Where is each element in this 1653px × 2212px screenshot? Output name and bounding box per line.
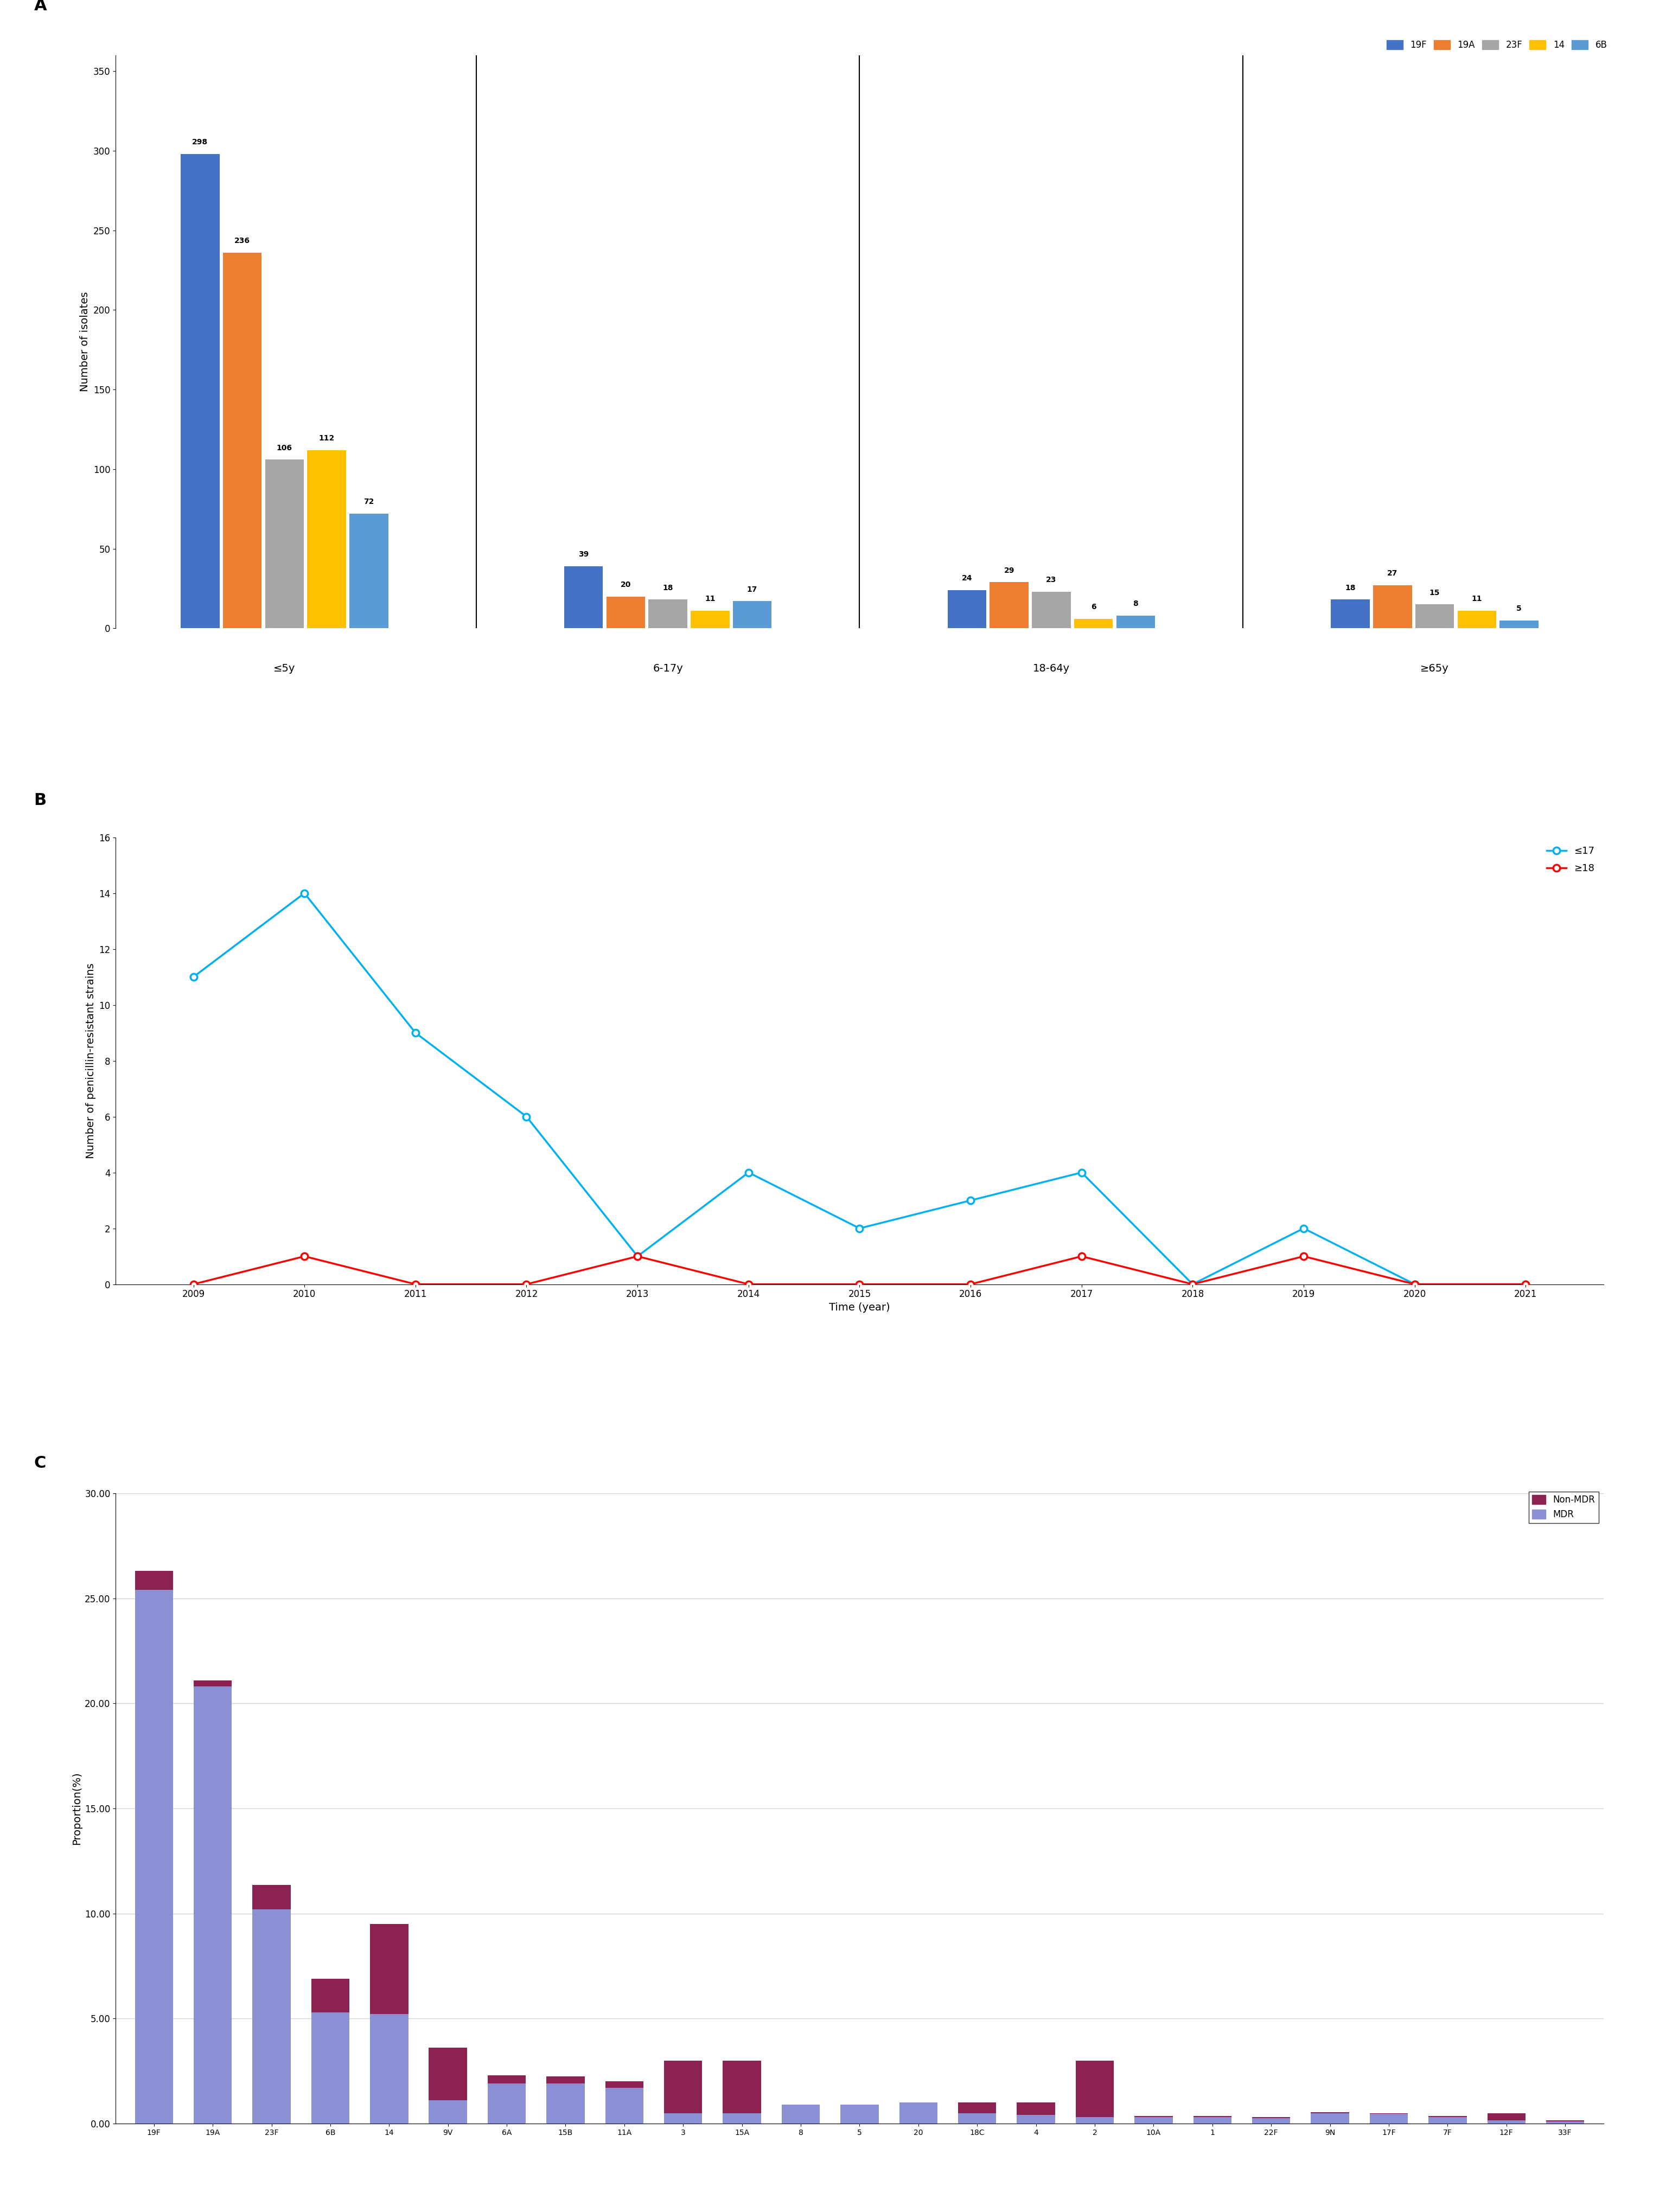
Y-axis label: Number of isolates: Number of isolates xyxy=(79,292,91,392)
Bar xyxy=(959,2112,997,2124)
Y-axis label: Proportion(%): Proportion(%) xyxy=(71,1772,81,1845)
Text: B: B xyxy=(33,792,46,807)
Bar xyxy=(648,599,688,628)
Bar xyxy=(428,2048,468,2101)
Bar xyxy=(428,2101,468,2124)
Bar xyxy=(1415,604,1455,628)
Bar xyxy=(136,1590,174,2124)
Bar xyxy=(311,1978,349,2013)
Bar xyxy=(691,611,729,628)
Bar xyxy=(253,1885,291,1909)
Text: 39: 39 xyxy=(579,551,588,557)
Text: 11: 11 xyxy=(1471,595,1483,604)
Text: 27: 27 xyxy=(1387,571,1398,577)
Bar xyxy=(349,513,388,628)
Bar xyxy=(1370,2115,1408,2124)
Bar xyxy=(193,1686,231,2124)
Bar xyxy=(547,2084,585,2124)
Bar xyxy=(1458,611,1496,628)
Bar xyxy=(605,2081,643,2088)
Text: 298: 298 xyxy=(192,139,208,146)
Bar xyxy=(840,2104,879,2124)
Bar xyxy=(1499,619,1539,628)
Bar xyxy=(370,2015,408,2124)
Text: 6: 6 xyxy=(1091,604,1096,611)
Bar xyxy=(1076,2062,1114,2117)
Bar xyxy=(1374,586,1412,628)
Text: 112: 112 xyxy=(319,434,334,442)
Text: 15: 15 xyxy=(1430,588,1440,597)
Bar xyxy=(1488,2121,1526,2124)
Bar xyxy=(1251,2119,1291,2124)
Bar xyxy=(959,2104,997,2112)
Bar xyxy=(722,2112,760,2124)
Bar xyxy=(665,2112,703,2124)
Bar xyxy=(1074,619,1112,628)
Bar xyxy=(1331,599,1370,628)
Text: 23: 23 xyxy=(1046,575,1056,584)
Text: 8: 8 xyxy=(1132,599,1139,608)
Text: 72: 72 xyxy=(364,498,374,507)
Text: 18: 18 xyxy=(663,584,673,591)
Text: 236: 236 xyxy=(235,237,250,246)
Bar xyxy=(1031,591,1071,628)
Text: 24: 24 xyxy=(962,575,972,582)
Text: 106: 106 xyxy=(276,445,293,451)
Bar xyxy=(1076,2117,1114,2124)
Legend: ≤17, ≥18: ≤17, ≥18 xyxy=(1542,843,1598,878)
Bar xyxy=(782,2104,820,2124)
Bar xyxy=(1428,2117,1466,2124)
Bar xyxy=(307,449,345,628)
Text: 17: 17 xyxy=(747,586,757,593)
Bar xyxy=(990,582,1028,628)
Text: 29: 29 xyxy=(1003,566,1015,575)
Bar xyxy=(1193,2117,1231,2124)
Bar xyxy=(722,2062,760,2112)
Bar xyxy=(488,2075,526,2084)
Text: ≤5y: ≤5y xyxy=(273,664,296,675)
Bar xyxy=(1116,615,1155,628)
Bar xyxy=(253,1909,291,2124)
Bar xyxy=(899,2104,937,2124)
Bar xyxy=(547,2077,585,2084)
Legend: 19F, 19A, 23F, 14, 6B: 19F, 19A, 23F, 14, 6B xyxy=(1387,40,1607,49)
Bar xyxy=(1134,2117,1172,2124)
Bar xyxy=(605,2088,643,2124)
Text: 5: 5 xyxy=(1516,604,1522,613)
Bar xyxy=(607,597,645,628)
Bar xyxy=(732,602,772,628)
Text: C: C xyxy=(33,1455,46,1471)
Bar xyxy=(193,1681,231,1686)
Text: 18-64y: 18-64y xyxy=(1033,664,1069,675)
Bar xyxy=(947,591,987,628)
Bar xyxy=(311,2013,349,2124)
Text: 11: 11 xyxy=(704,595,716,604)
Text: 18: 18 xyxy=(1346,584,1355,591)
Bar xyxy=(1017,2115,1055,2124)
Bar xyxy=(264,460,304,628)
Bar xyxy=(1017,2104,1055,2115)
Y-axis label: Number of penicillin-resistant strains: Number of penicillin-resistant strains xyxy=(86,962,96,1159)
Bar xyxy=(1311,2112,1349,2124)
Text: 6-17y: 6-17y xyxy=(653,664,683,675)
Bar xyxy=(180,155,220,628)
Bar xyxy=(564,566,603,628)
Bar xyxy=(370,1924,408,2015)
Text: 20: 20 xyxy=(620,582,631,588)
Bar xyxy=(488,2084,526,2124)
Bar xyxy=(665,2062,703,2112)
Text: ≥65y: ≥65y xyxy=(1420,664,1450,675)
Bar xyxy=(1488,2112,1526,2121)
Bar xyxy=(136,1571,174,1590)
Text: A: A xyxy=(33,0,46,13)
Legend: Non-MDR, MDR: Non-MDR, MDR xyxy=(1529,1491,1598,1522)
Bar xyxy=(223,252,261,628)
X-axis label: Time (year): Time (year) xyxy=(830,1303,889,1312)
